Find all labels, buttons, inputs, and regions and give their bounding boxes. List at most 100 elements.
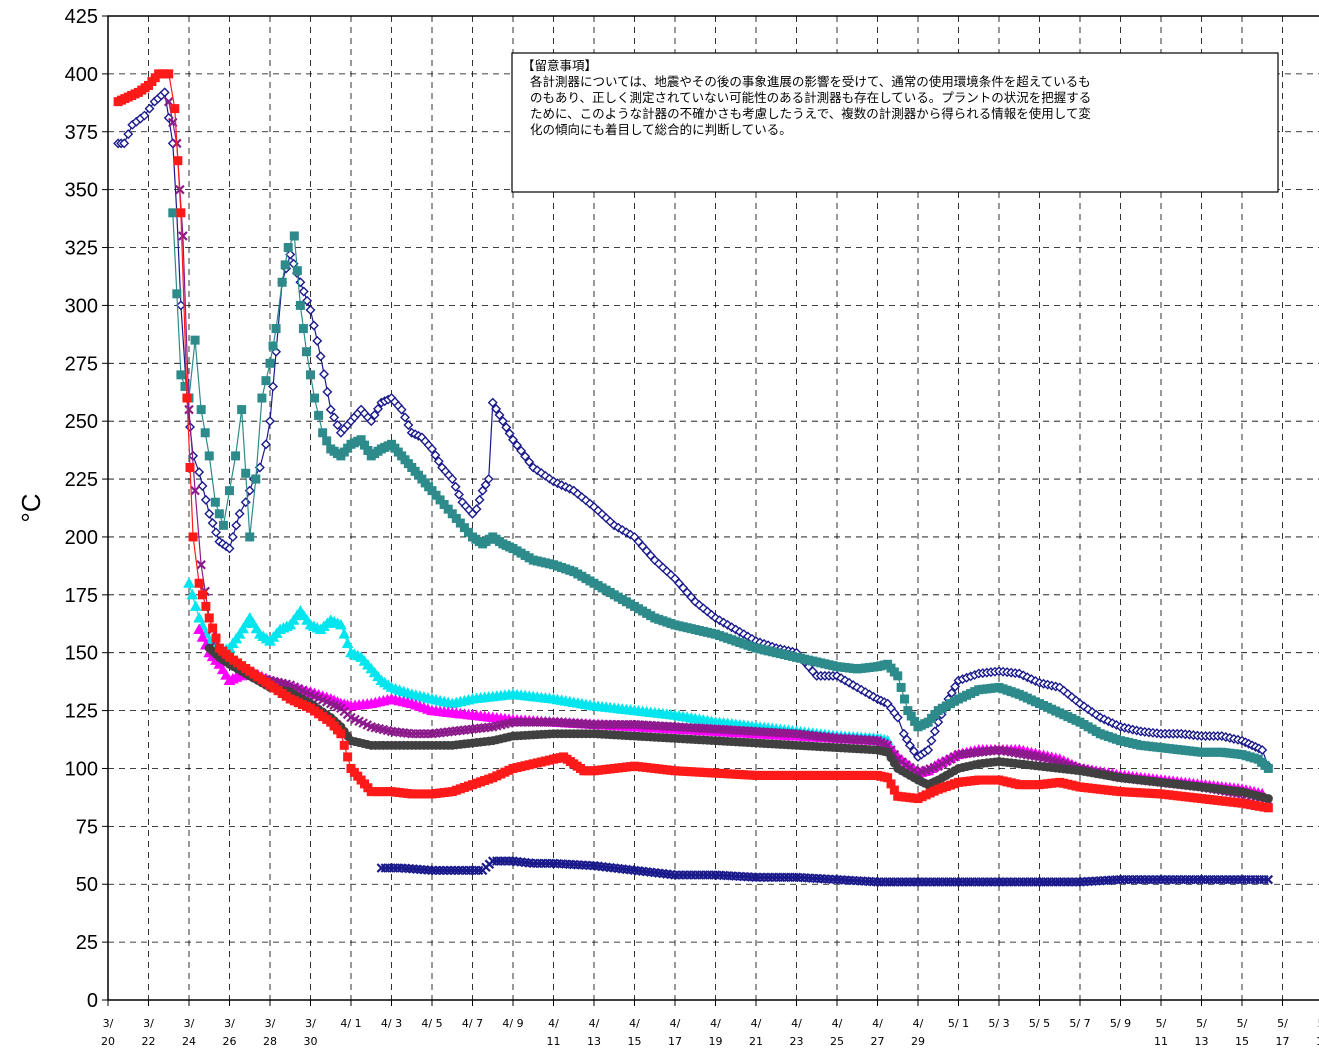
data-point <box>186 588 199 600</box>
data-point <box>308 320 319 331</box>
data-point <box>237 622 249 634</box>
y-tick-label: 425 <box>65 6 98 28</box>
data-point <box>172 289 182 299</box>
data-point <box>251 474 261 484</box>
data-point <box>190 485 200 496</box>
data-point <box>400 412 410 423</box>
data-point <box>190 335 200 345</box>
x-tick-label: 3/ <box>143 1017 154 1030</box>
x-tick-label: 3/ <box>305 1017 316 1030</box>
x-tick-label-line2: 15 <box>628 1035 642 1048</box>
data-point <box>237 405 247 415</box>
note-heading: 【留意事項】 <box>522 58 597 73</box>
data-point <box>524 456 535 467</box>
data-point <box>332 420 343 431</box>
data-point <box>200 494 211 505</box>
data-point <box>315 351 326 362</box>
data-point <box>176 370 186 380</box>
x-tick-label: 4/ <box>670 1017 681 1030</box>
data-point <box>204 613 214 623</box>
data-point <box>268 341 278 351</box>
x-tick-label: 5/ <box>1156 1017 1167 1030</box>
data-point <box>214 509 224 519</box>
series-layer <box>113 69 1274 887</box>
y-tick-label: 50 <box>76 874 98 896</box>
series-1 <box>113 87 1274 772</box>
x-tick-label: 4/ <box>872 1017 883 1030</box>
x-tick-label: 5/ 5 <box>1029 1017 1050 1030</box>
data-point <box>176 208 186 218</box>
data-point <box>211 633 221 643</box>
data-point <box>487 397 498 408</box>
x-tick-label: 4/ 1 <box>340 1017 361 1030</box>
x-tick-label: 4/ <box>832 1017 843 1030</box>
data-point <box>926 735 937 746</box>
data-point <box>471 504 482 515</box>
data-point <box>280 260 290 270</box>
data-point <box>292 266 302 276</box>
x-tick-label: 5/ 9 <box>1110 1017 1131 1030</box>
series-2 <box>168 208 1273 773</box>
data-point <box>298 324 308 334</box>
y-tick-label: 100 <box>65 758 98 780</box>
data-point <box>1263 794 1273 804</box>
data-point <box>178 231 188 241</box>
data-point <box>183 577 195 588</box>
data-point <box>277 277 287 287</box>
x-tick-label-line2: 15 <box>1235 1035 1249 1048</box>
data-point <box>208 623 218 633</box>
data-point <box>310 393 320 403</box>
data-point <box>196 405 206 415</box>
data-point <box>950 681 961 692</box>
x-tick-label: 4/ <box>710 1017 721 1030</box>
data-point <box>314 410 324 420</box>
data-point <box>491 403 502 414</box>
data-point <box>184 404 194 415</box>
data-point <box>123 129 134 140</box>
y-tick-label: 350 <box>65 180 98 202</box>
note-line-1: 各計測器については、地震やその後の事象進展の影響を受けて、通常の使用環境条件を超… <box>530 74 1091 89</box>
x-tick-label: 4/ <box>791 1017 802 1030</box>
data-point <box>204 451 214 461</box>
data-point <box>302 295 313 306</box>
data-point <box>1263 763 1273 773</box>
data-point <box>369 410 380 420</box>
data-point <box>908 746 919 757</box>
data-point <box>497 416 508 427</box>
data-point <box>433 456 444 467</box>
x-tick-label: 4/ 7 <box>462 1017 483 1030</box>
data-point <box>185 462 195 472</box>
data-point <box>306 370 315 380</box>
data-point <box>211 527 221 538</box>
x-tick-label-line2: 17 <box>1276 1035 1290 1048</box>
data-point <box>204 508 215 519</box>
note-box: 【留意事項】 各計測器については、地震やその後の事象進展の影響を受けて、通常の使… <box>511 52 1279 193</box>
data-point <box>923 744 934 755</box>
data-point <box>403 420 414 431</box>
data-point <box>483 474 494 485</box>
data-point <box>396 404 407 415</box>
data-point <box>193 611 205 623</box>
series-7 <box>113 69 1273 813</box>
data-point <box>338 628 351 639</box>
data-point <box>312 335 323 346</box>
x-tick-label-line2: 24 <box>182 1035 196 1048</box>
x-tick-label: 4/ <box>629 1017 640 1030</box>
x-tick-label-line2: 28 <box>263 1035 277 1048</box>
data-point <box>520 451 531 462</box>
data-point <box>271 324 281 334</box>
y-tick-label: 225 <box>65 469 98 491</box>
x-tick-label: 4/ 9 <box>502 1017 523 1030</box>
y-tick-label: 300 <box>65 295 98 317</box>
x-tick-label: 5/ <box>1196 1017 1207 1030</box>
data-point <box>343 752 353 762</box>
data-point <box>170 104 180 114</box>
x-tick-label: 3/ <box>184 1017 195 1030</box>
data-point <box>295 300 305 310</box>
data-point <box>224 543 235 554</box>
note-box-frame <box>511 52 1279 193</box>
data-point <box>144 103 155 114</box>
x-tick-label: 4/ <box>751 1017 762 1030</box>
data-point <box>335 618 347 630</box>
data-point <box>173 156 183 166</box>
